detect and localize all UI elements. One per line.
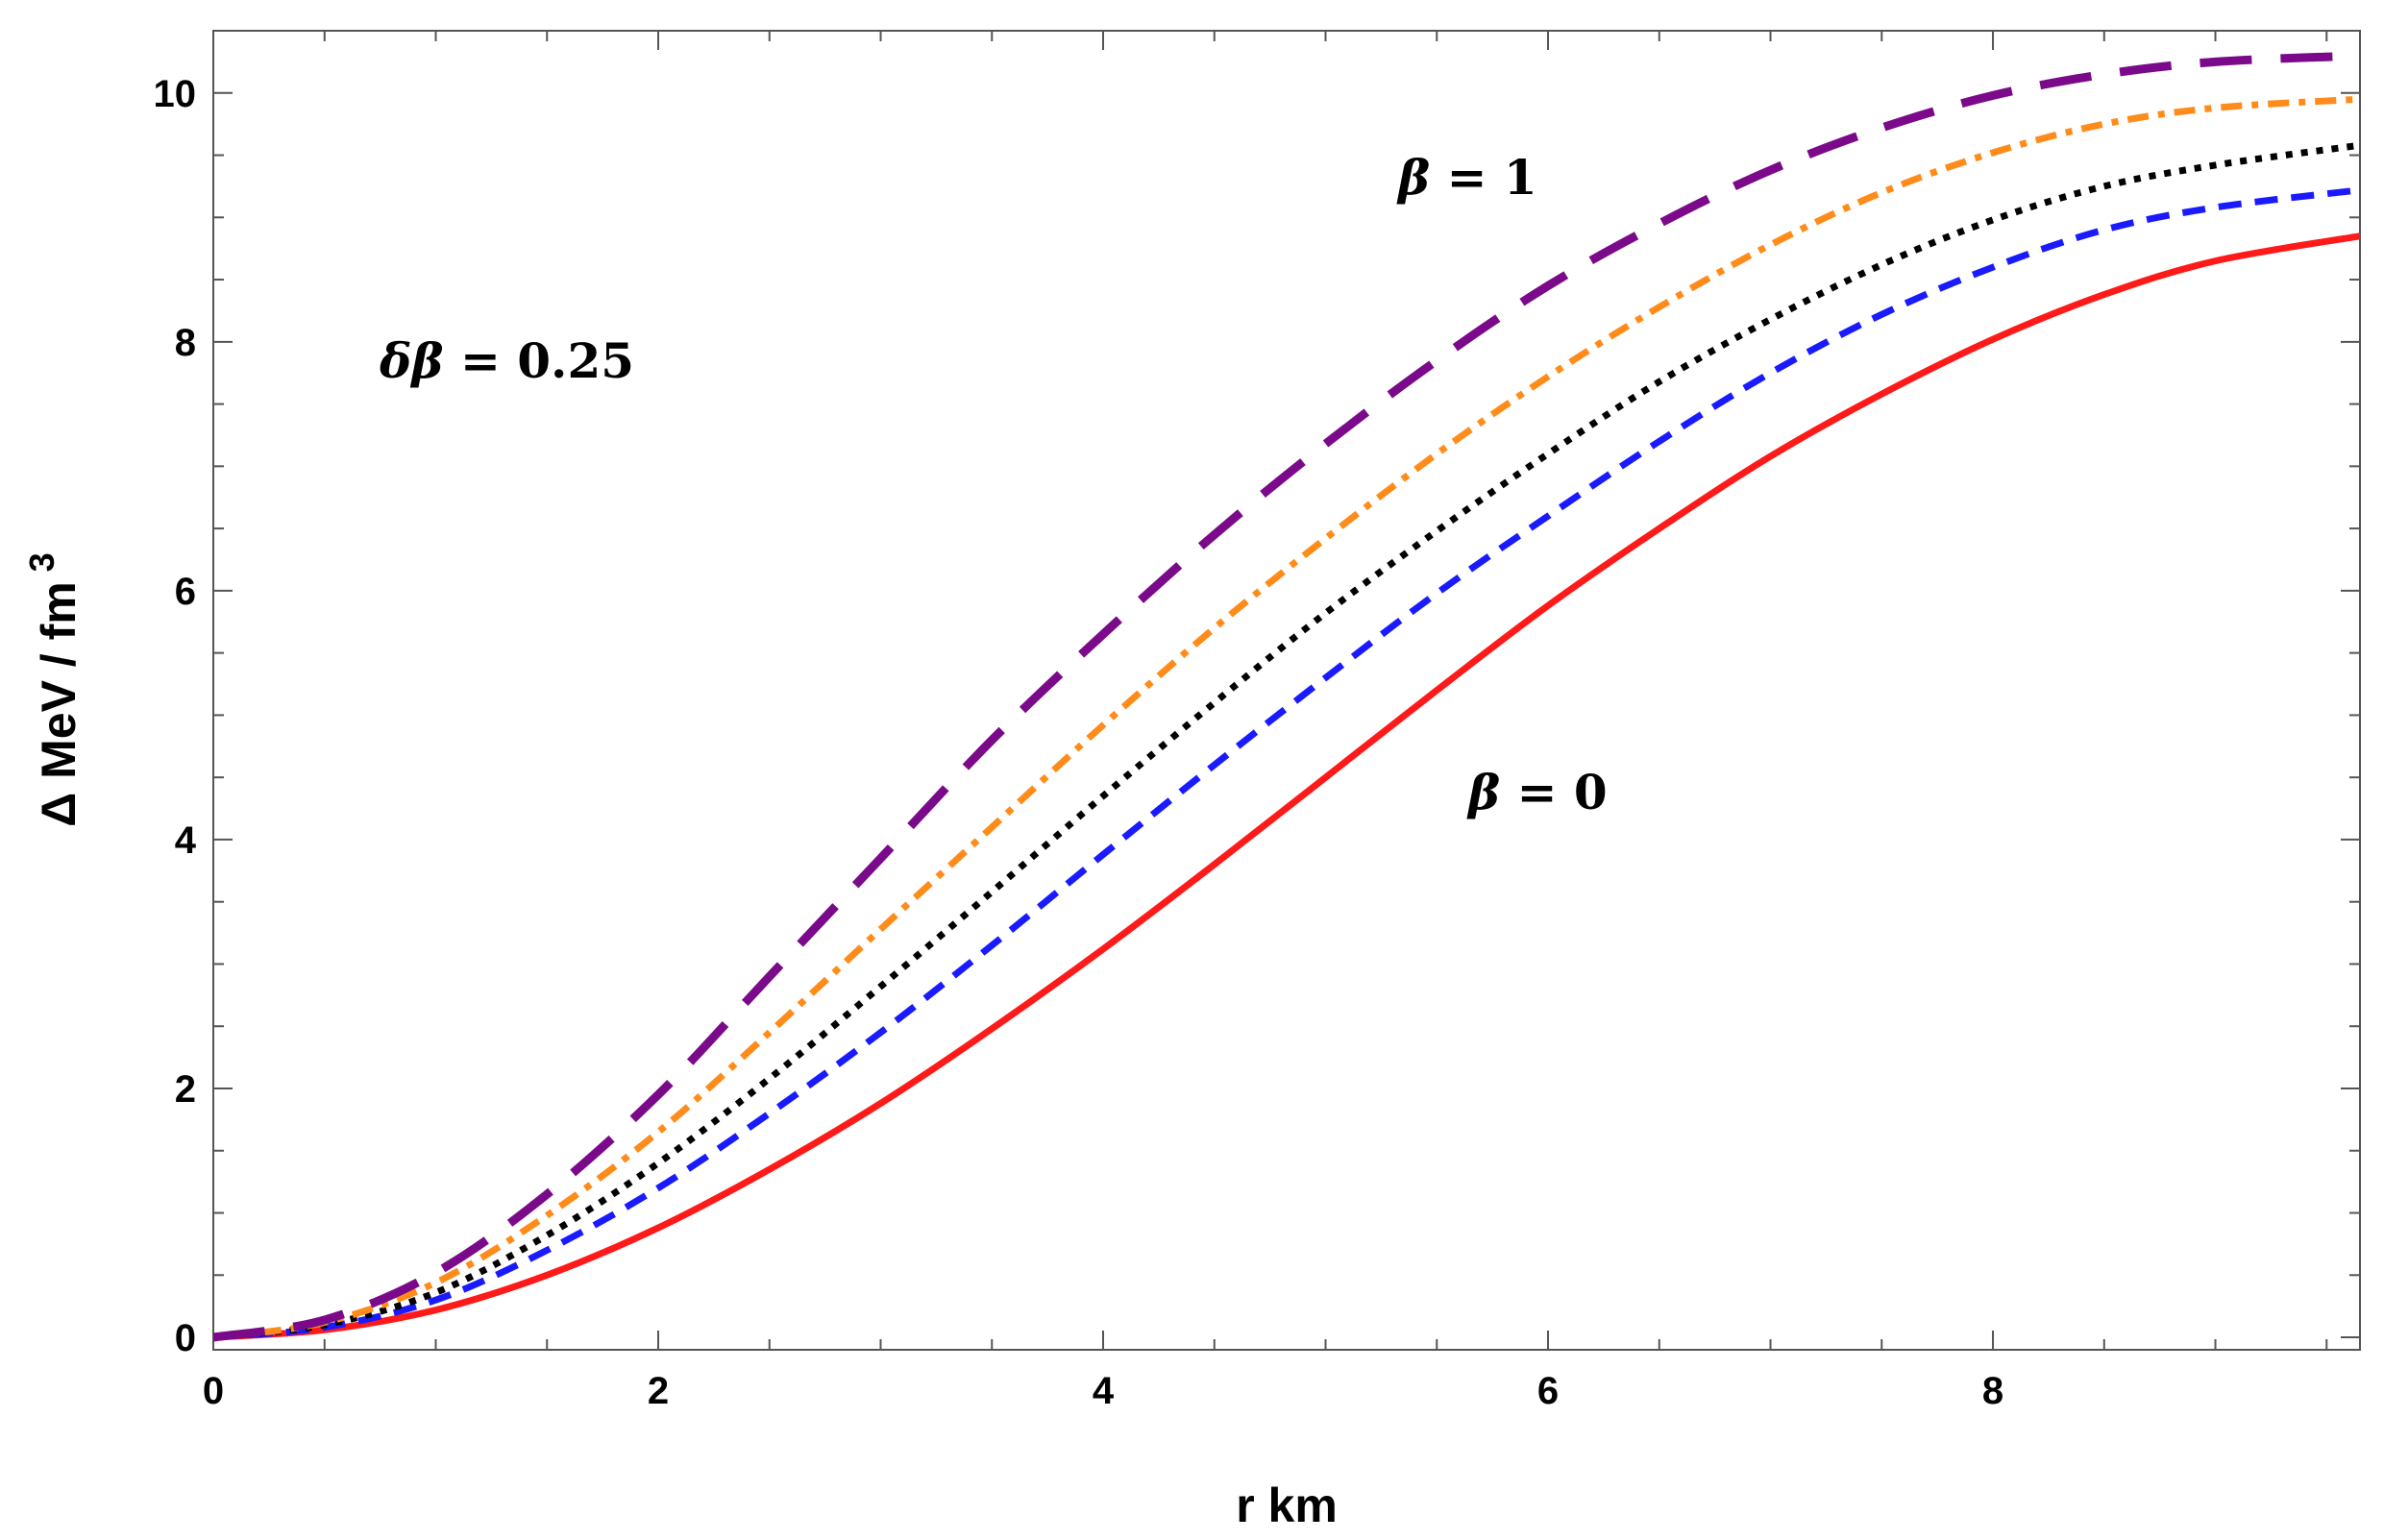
y-axis-title-exponent: 3 (22, 552, 61, 572)
y-tick-label: 8 (175, 322, 196, 364)
y-axis-title-group: Δ MeV / fm 3 (22, 552, 86, 826)
plot-frame (212, 30, 2361, 1351)
y-axis-title: Δ MeV / fm (32, 581, 86, 826)
x-tick-label: 2 (648, 1370, 669, 1412)
series-line-dashdot (213, 95, 2360, 1341)
y-tick-label: 4 (175, 819, 197, 862)
y-tick-label: 2 (175, 1068, 196, 1111)
svg-text:Δ MeV / fm3: Δ MeV / fm 3 (22, 552, 86, 826)
annotation-beta-1: β = 1 (1396, 149, 1537, 206)
x-tick-label: 6 (1537, 1370, 1559, 1412)
y-tick-label: 10 (154, 73, 197, 115)
y-tick-label: 0 (175, 1317, 196, 1359)
annotation-delta-beta: δβ = 0.25 (379, 332, 634, 389)
axis-tick-labels: 0 2 4 6 8 0 2 4 6 8 10 (154, 73, 2004, 1412)
series-line-dashed (213, 186, 2360, 1341)
x-axis-title: r km (1236, 1479, 1338, 1532)
x-tick-label: 4 (1093, 1370, 1115, 1412)
axis-ticks (212, 30, 2360, 1350)
x-tick-label: 8 (1982, 1370, 2003, 1412)
series-line-dotted (213, 141, 2360, 1341)
series-lines (213, 51, 2360, 1342)
y-tick-label: 6 (175, 571, 196, 613)
x-tick-label: 0 (203, 1370, 224, 1412)
series-line-solid (213, 232, 2360, 1341)
annotation-beta-0: β = 0 (1466, 764, 1608, 820)
series-line-longdash (213, 51, 2360, 1342)
